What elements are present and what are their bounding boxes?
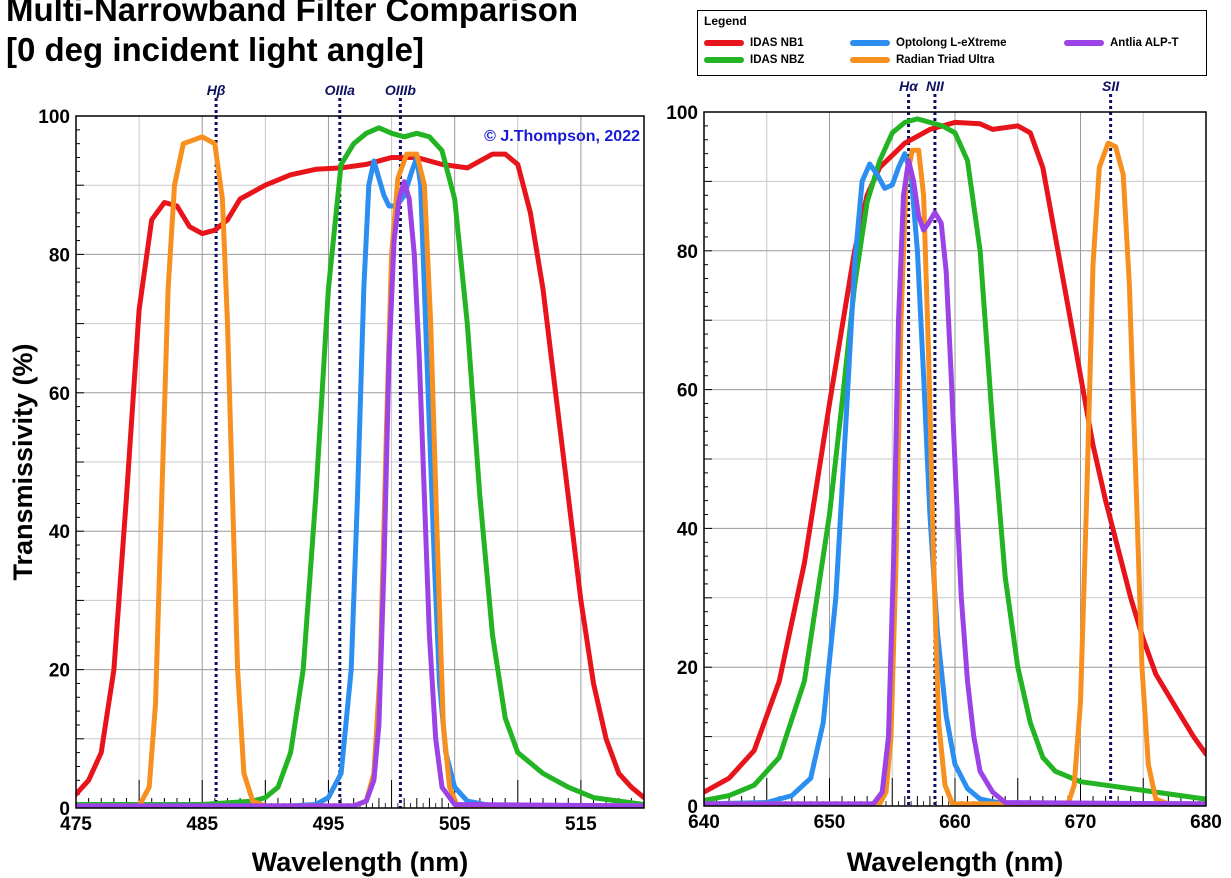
y-tick-label: 0 <box>687 797 698 818</box>
legend-label-antlia-alp-t: Antlia ALP-T <box>1110 37 1179 49</box>
x-tick-label: 640 <box>688 812 720 833</box>
legend-label-idas-nbz: IDAS NBZ <box>750 54 805 66</box>
legend: Legend IDAS NB1 IDAS NBZ Optolong L-eXtr… <box>697 10 1207 76</box>
legend-item-antlia-alp-t: Antlia ALP-T <box>1064 37 1179 49</box>
series-line-idas-nb1 <box>704 119 1206 795</box>
y-tick-label: 20 <box>49 661 70 682</box>
reference-label-nii: NII <box>926 78 945 94</box>
x-tick-label: 660 <box>939 812 971 833</box>
legend-swatch-idas-nbz <box>704 57 744 63</box>
reference-lines: Hα NII SII <box>899 78 1120 806</box>
x-tick-label: 670 <box>1065 812 1097 833</box>
legend-item-radian-triad-ultra: Radian Triad Ultra <box>850 54 994 66</box>
series-group <box>704 116 1206 806</box>
x-tick-label: 475 <box>60 814 92 835</box>
legend-label-idas-nb1: IDAS NB1 <box>750 37 804 49</box>
legend-item-optolong-l-extreme: Optolong L-eXtreme <box>850 37 1007 49</box>
legend-label-optolong-l-extreme: Optolong L-eXtreme <box>896 37 1007 49</box>
y-tick-label: 60 <box>677 381 698 402</box>
chart-title-line-2: [0 deg incident light angle] <box>6 31 425 68</box>
x-tick-label: 505 <box>439 814 471 835</box>
x-tick-label: 515 <box>565 814 597 835</box>
tick-labels: 475 485 495 505 515 0 20 40 60 80 100 <box>38 107 597 835</box>
legend-swatch-optolong-l-extreme <box>850 40 890 46</box>
tick-labels: 640 650 660 670 680 0 20 40 60 80 100 <box>666 103 1222 833</box>
plot-frame <box>703 111 1207 807</box>
reference-label-oiiib: OIIIb <box>385 82 417 98</box>
plot-frame <box>75 115 645 809</box>
y-tick-label: 100 <box>666 103 698 124</box>
series-line-idas-nbz <box>704 116 1206 803</box>
legend-swatch-idas-nb1 <box>704 40 744 46</box>
reference-lines: Hβ OIIIa OIIIb <box>207 82 417 808</box>
y-tick-label: 20 <box>677 658 698 679</box>
copyright-annotation: © J.Thompson, 2022 <box>484 128 640 145</box>
reference-label-h: Hβ <box>207 82 226 98</box>
legend-item-idas-nb1: IDAS NB1 <box>704 37 804 49</box>
y-tick-label: 80 <box>49 245 70 266</box>
chart-title-line-1: Multi-Narrowband Filter Comparison <box>6 0 579 28</box>
reference-label-h: Hα <box>899 78 919 94</box>
reference-label-sii: SII <box>1102 78 1120 94</box>
series-line-antlia-alp-t <box>704 158 1206 806</box>
x-tick-label: 650 <box>814 812 846 833</box>
x-axis-label: Wavelength (nm) <box>252 847 469 877</box>
legend-title: Legend <box>704 14 747 28</box>
chart-panel-2: Hα NII SII 640 650 660 670 680 0 20 40 60 80 100 Wavel… <box>666 78 1222 877</box>
y-tick-label: 0 <box>59 799 70 820</box>
y-tick-label: 60 <box>49 384 70 405</box>
y-tick-label: 80 <box>677 242 698 263</box>
legend-swatch-radian-triad-ultra <box>850 57 890 63</box>
y-tick-label: 40 <box>677 519 698 540</box>
chart-title: Multi-Narrowband Filter Comparison [0 de… <box>6 0 578 70</box>
series-line-optolong-l-extreme <box>704 151 1206 806</box>
series-group <box>76 125 644 808</box>
chart-panel-1: Hβ OIIIa OIIIb 475 485 495 505 515 0 20 40 60 80 100 W… <box>8 82 645 877</box>
series-line-idas-nbz <box>76 125 644 807</box>
legend-label-radian-triad-ultra: Radian Triad Ultra <box>896 54 995 66</box>
x-tick-label: 495 <box>313 814 345 835</box>
y-axis-label: Transmissivity (%) <box>8 343 38 580</box>
series-line-antlia-alp-t <box>76 179 644 808</box>
x-tick-label: 680 <box>1190 812 1222 833</box>
y-tick-label: 40 <box>49 522 70 543</box>
series-line-idas-nb1 <box>76 151 644 801</box>
legend-swatch-antlia-alp-t <box>1064 40 1104 46</box>
reference-label-oiiia: OIIIa <box>325 82 356 98</box>
y-tick-label: 100 <box>38 107 70 128</box>
x-axis-label: Wavelength (nm) <box>847 847 1064 877</box>
x-tick-label: 485 <box>186 814 218 835</box>
legend-item-idas-nbz: IDAS NBZ <box>704 54 804 66</box>
